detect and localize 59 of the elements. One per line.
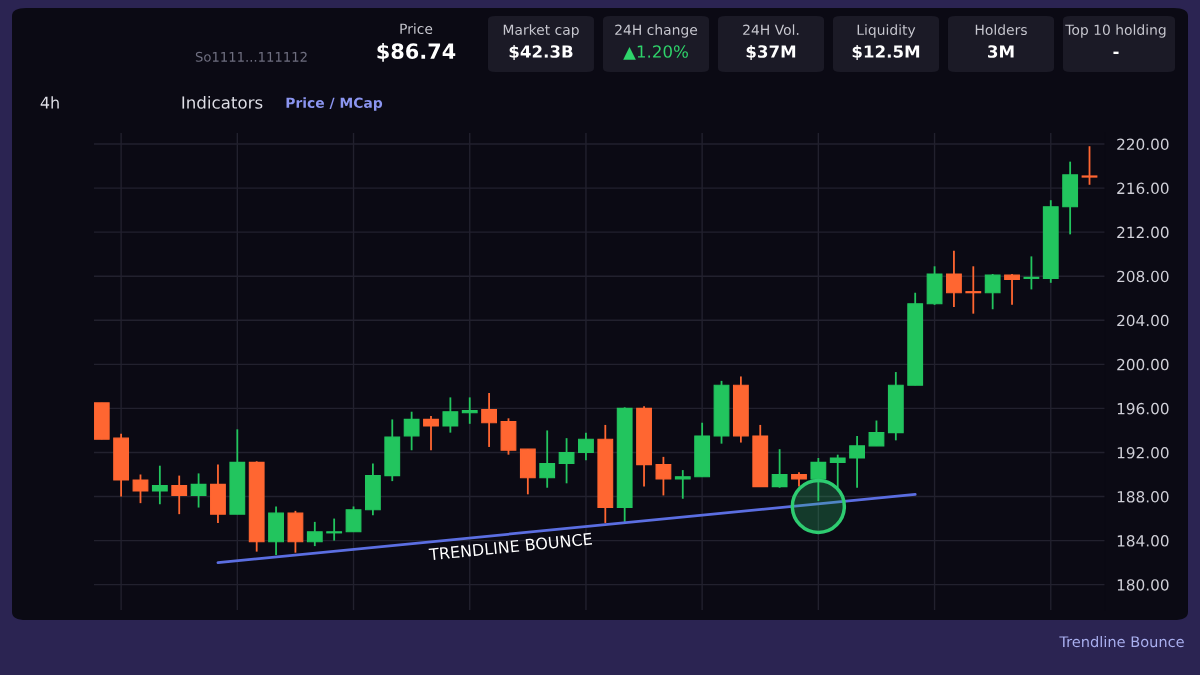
- candlestick: [810, 457, 827, 502]
- candlestick: [1081, 145, 1098, 186]
- candlestick: [326, 517, 343, 542]
- y-tick-label: 216.00: [1117, 182, 1169, 195]
- text: $42.3B: [509, 44, 573, 61]
- text: TRENDLINE BOUNCE: [428, 532, 593, 561]
- text: 24H Vol.: [743, 24, 799, 36]
- candlestick: [1023, 255, 1040, 291]
- candlestick: [171, 474, 188, 516]
- y-tick-label: 220.00: [1117, 138, 1169, 151]
- y-tick-label: 184.00: [1117, 535, 1169, 547]
- candlestick: [151, 464, 168, 506]
- candlestick: [190, 472, 207, 509]
- text: Price: [400, 23, 433, 35]
- text: $37M: [746, 44, 796, 61]
- candlestick: [132, 473, 149, 505]
- candlestick: [849, 435, 866, 489]
- candlestick: [965, 265, 982, 315]
- y-tick-label: 200.00: [1117, 358, 1169, 371]
- candlestick: [578, 431, 594, 462]
- text: 3M: [988, 45, 1014, 58]
- text: Liquidity: [857, 24, 916, 38]
- text: Trendline Bounce: [1059, 635, 1184, 648]
- text: $12.5M: [852, 44, 920, 61]
- candlestick: [461, 396, 478, 425]
- candlestick: [403, 410, 420, 452]
- y-tick-label: 180.00: [1117, 579, 1169, 591]
- candlestick: [1004, 273, 1020, 306]
- candlestick: [674, 469, 691, 500]
- y-tick-label: 204.00: [1117, 314, 1169, 327]
- candlestick: [558, 437, 575, 485]
- text: 4h: [40, 96, 59, 109]
- text: So1111...111112: [195, 51, 307, 62]
- y-tick-label: 196.00: [1117, 402, 1169, 415]
- y-tick-label: 188.00: [1117, 491, 1169, 503]
- text: -: [1113, 51, 1119, 54]
- candlestick: [423, 415, 439, 452]
- text: 24H change: [615, 24, 698, 38]
- text: Price / MCap: [286, 97, 383, 111]
- text: $86.74: [377, 42, 456, 62]
- y-tick-label: 192.00: [1117, 446, 1169, 459]
- candlestick: [442, 396, 459, 434]
- text: Indicators: [182, 95, 263, 109]
- candlestick: [946, 249, 962, 308]
- text: Market cap: [503, 24, 579, 38]
- y-tick-label: 208.00: [1117, 270, 1169, 283]
- text: Top 10 holding: [1065, 24, 1166, 38]
- candlestick: [771, 448, 788, 489]
- text: ▲1.20%: [623, 45, 688, 60]
- y-tick-label: 212.00: [1117, 226, 1169, 239]
- candlestick: [345, 505, 362, 533]
- candlestick: [984, 273, 1001, 311]
- candlestick: [481, 392, 498, 448]
- text: Holders: [975, 24, 1027, 36]
- candlestick: [829, 453, 846, 489]
- candlestick: [539, 429, 556, 489]
- candlestick: [868, 419, 885, 447]
- candlestick: [655, 455, 672, 497]
- candlestick: [306, 520, 323, 548]
